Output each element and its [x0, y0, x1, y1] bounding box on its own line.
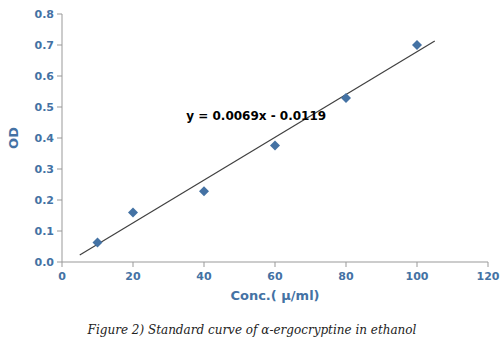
y-axis-line — [62, 14, 63, 262]
x-tick-label: 80 — [338, 270, 354, 283]
equation: y = 0.0069x - 0.0119 — [186, 109, 326, 123]
y-tick — [57, 138, 62, 139]
y-tick-label: 0.0 — [35, 256, 55, 269]
point — [93, 237, 103, 247]
y-tick-label: 0.2 — [35, 194, 55, 207]
x-tick — [204, 262, 205, 267]
background — [0, 0, 504, 344]
x-tick — [346, 262, 347, 267]
y-tick — [57, 107, 62, 108]
x-tick-label: 120 — [477, 270, 500, 283]
y-tick — [57, 200, 62, 201]
y-tick-label: 0.1 — [35, 225, 55, 238]
x-tick — [133, 262, 134, 267]
x-tick — [417, 262, 418, 267]
x-tick-label: 40 — [196, 270, 212, 283]
y-tick-label: 0.3 — [35, 163, 55, 176]
y-tick — [57, 14, 62, 15]
y-tick — [57, 262, 62, 263]
y-tick — [57, 169, 62, 170]
point — [412, 40, 422, 50]
point — [199, 186, 209, 196]
point — [341, 93, 351, 103]
x-axis-label: Conc.( μ/ml) — [230, 288, 319, 303]
x-axis-line — [62, 262, 488, 263]
y-tick-label: 0.4 — [35, 132, 55, 145]
axes: 0 20 40 60 80 100 120 0.0 0.1 0.2 0.3 0.4 0.5 0.6 0.7 0… — [35, 8, 500, 283]
caption: Figure 2) Standard curve of α-ergocrypti… — [87, 323, 417, 337]
x-tick — [62, 262, 63, 267]
x-tick-label: 60 — [267, 270, 283, 283]
x-tick-label: 20 — [125, 270, 141, 283]
y-tick-label: 0.5 — [35, 101, 55, 114]
y-axis-label: OD — [6, 127, 21, 149]
x-tick — [275, 262, 276, 267]
x-tick-label: 100 — [406, 270, 429, 283]
y-tick — [57, 45, 62, 46]
x-tick-label: 0 — [58, 270, 66, 283]
point — [128, 207, 138, 217]
regression-line — [80, 41, 435, 255]
y-tick-label: 0.6 — [35, 70, 55, 83]
point — [270, 140, 280, 150]
y-tick-label: 0.7 — [35, 39, 55, 52]
y-tick — [57, 76, 62, 77]
y-tick — [57, 231, 62, 232]
chart: 0 20 40 60 80 100 120 0.0 0.1 0.2 0.3 0.4 0.5 0.6 0.7 0… — [0, 0, 504, 344]
x-tick — [488, 262, 489, 267]
plot-area — [80, 40, 435, 255]
y-tick-label: 0.8 — [35, 8, 55, 21]
